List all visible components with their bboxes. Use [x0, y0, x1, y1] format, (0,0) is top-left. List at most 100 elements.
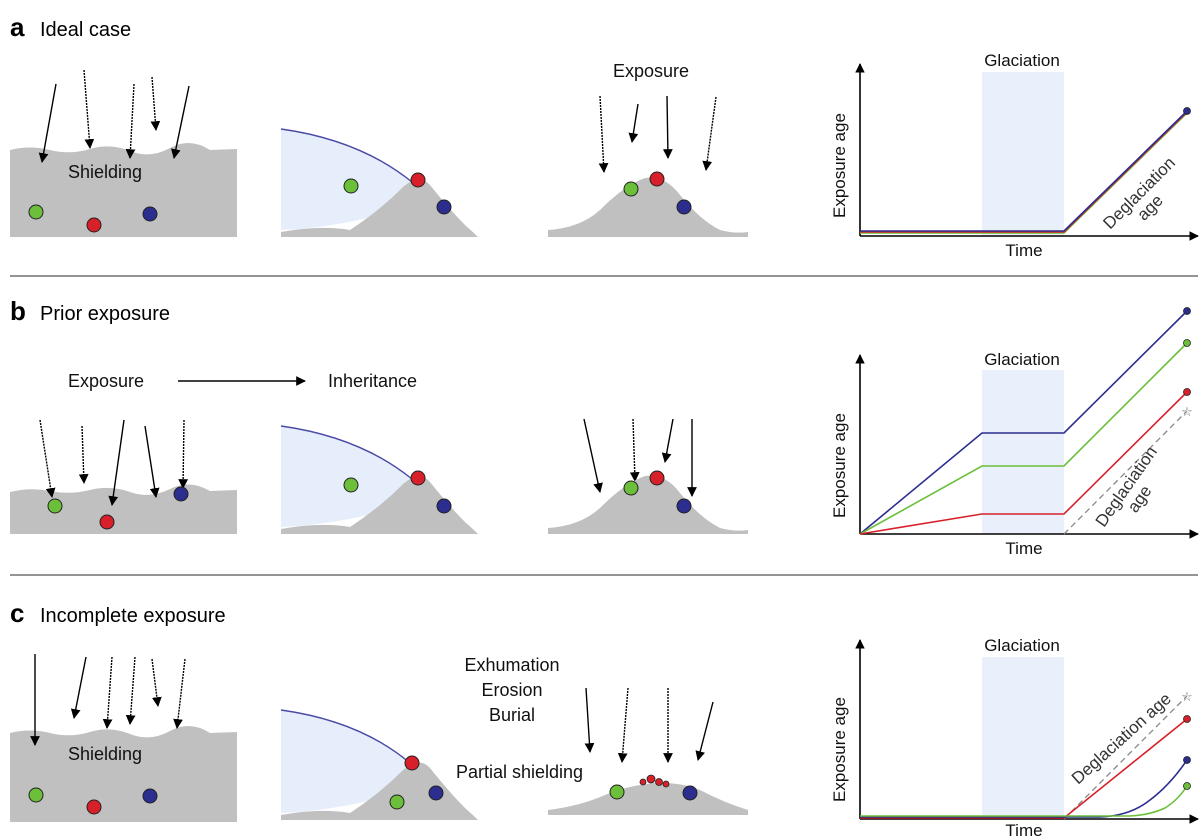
panel-a-ground-scene: Shielding [10, 69, 237, 237]
panel-b-glacier-scene [280, 425, 478, 534]
exposure-label: Exposure [613, 61, 689, 81]
green-sample [609, 784, 625, 800]
y-axis-label: Exposure age [830, 113, 849, 218]
blue-sample [142, 788, 158, 804]
red-series-line [860, 718, 1188, 819]
ground-block [10, 142, 237, 237]
cosmic-ray-arrows [39, 419, 189, 506]
panel-a-letter: a [10, 12, 25, 42]
glaciation-band [982, 72, 1064, 236]
bedrock-hill [281, 476, 478, 534]
blue-sample [676, 199, 692, 215]
cosmic-ray-arrows [584, 687, 714, 763]
exposed-hill [548, 782, 748, 815]
blue-sample [436, 199, 452, 215]
green-sample [623, 181, 639, 197]
green-series-line [860, 785, 1188, 817]
partial-shielding-label: Partial shielding [456, 762, 583, 782]
series-endpoint [1183, 339, 1191, 347]
panel-c-letter: c [10, 598, 24, 628]
green-sample [343, 178, 359, 194]
panel-b-letter: b [10, 296, 26, 326]
panel-a: a Ideal case Shielding [10, 12, 1199, 260]
deglaciation-reference-line [1063, 410, 1188, 535]
panel-c-exposure-scene: Exhumation Erosion Burial Partial shield… [456, 655, 748, 815]
panel-b-chart: Glaciation Exposure age Time ☆ Deglaciat… [830, 307, 1199, 558]
panel-c-ground-scene: Shielding [10, 654, 237, 822]
panel-b-exposure-scene [548, 418, 748, 534]
green-sample [343, 477, 359, 493]
svg-text:Deglaciation: Deglaciation [1092, 443, 1161, 531]
glacier-surface [280, 425, 413, 480]
panel-a-exposure-scene: Exposure [548, 61, 748, 237]
red-sample [410, 172, 426, 188]
y-axis-label: Exposure age [830, 697, 849, 802]
blue-sample [428, 785, 444, 801]
glaciation-label: Glaciation [984, 636, 1060, 655]
exhumation-label: Exhumation [464, 655, 559, 675]
panel-a-chart: Glaciation Exposure age Time Deglaciatio… [830, 51, 1199, 260]
blue-sample [142, 206, 158, 222]
cosmic-ray-arrows [598, 95, 717, 173]
panel-a-glacier-scene [280, 128, 478, 237]
deglaciation-reference-line [1063, 695, 1188, 820]
exposure-label: Exposure [68, 371, 144, 391]
red-sample-fragments [639, 774, 670, 788]
glacier-surface [280, 128, 413, 183]
x-axis-label: Time [1005, 539, 1042, 558]
series-endpoint [1183, 107, 1191, 115]
panel-b-ground-scene [10, 419, 237, 534]
ground-block [10, 484, 237, 534]
red-sample [410, 470, 426, 486]
glaciation-label: Glaciation [984, 350, 1060, 369]
panel-c-chart: Glaciation Exposure age Time ☆ Deglaciat… [830, 636, 1199, 839]
red-sample [99, 514, 115, 530]
glaciation-band [982, 657, 1064, 819]
glaciation-band [982, 370, 1064, 534]
panel-b-title: Prior exposure [40, 303, 170, 325]
blue-sample [676, 498, 692, 514]
inheritance-label: Inheritance [328, 371, 417, 391]
exposed-hill [548, 177, 748, 237]
red-series-line [859, 391, 1188, 535]
red-sample [86, 217, 102, 233]
red-sample [649, 470, 665, 486]
deglaciation-star: ☆ [1181, 405, 1193, 420]
x-axis-label: Time [1005, 241, 1042, 260]
bedrock-hill [281, 762, 478, 820]
glaciation-label: Glaciation [984, 51, 1060, 70]
panel-b: b Prior exposure Exposure Inheritance [10, 296, 1199, 558]
shielding-label: Shielding [68, 744, 142, 764]
blue-sample [682, 785, 698, 801]
blue-series-line [860, 110, 1188, 232]
blue-sample [436, 498, 452, 514]
green-sample [389, 794, 405, 810]
red-sample [649, 171, 665, 187]
panel-a-title: Ideal case [40, 19, 131, 41]
panel-c-glacier-scene [280, 709, 478, 820]
panel-c-title: Incomplete exposure [40, 605, 226, 627]
red-sample [86, 799, 102, 815]
svg-text:Deglaciation: Deglaciation [1099, 153, 1179, 233]
bedrock-hill [281, 179, 478, 237]
deglaciation-star: ☆ [1181, 690, 1193, 705]
deglaciation-label: Deglaciation age [1099, 153, 1179, 233]
blue-sample [173, 486, 189, 502]
cosmic-ray-arrows [583, 418, 697, 497]
burial-label: Burial [489, 705, 535, 725]
series-endpoint [1183, 307, 1191, 315]
deglaciation-label: Deglaciation age [1068, 689, 1175, 788]
green-sample [28, 204, 44, 220]
exposed-hill [548, 475, 748, 534]
green-sample [28, 787, 44, 803]
green-sample [623, 480, 639, 496]
ground-block [10, 725, 237, 822]
shielding-label: Shielding [68, 162, 142, 182]
series-endpoint [1183, 388, 1191, 396]
series-endpoint [1183, 782, 1191, 790]
blue-series-line [859, 310, 1188, 535]
series-endpoint [1183, 756, 1191, 764]
glacier-ice [281, 710, 418, 813]
panel-c: c Incomplete exposure Shielding [10, 598, 1199, 839]
